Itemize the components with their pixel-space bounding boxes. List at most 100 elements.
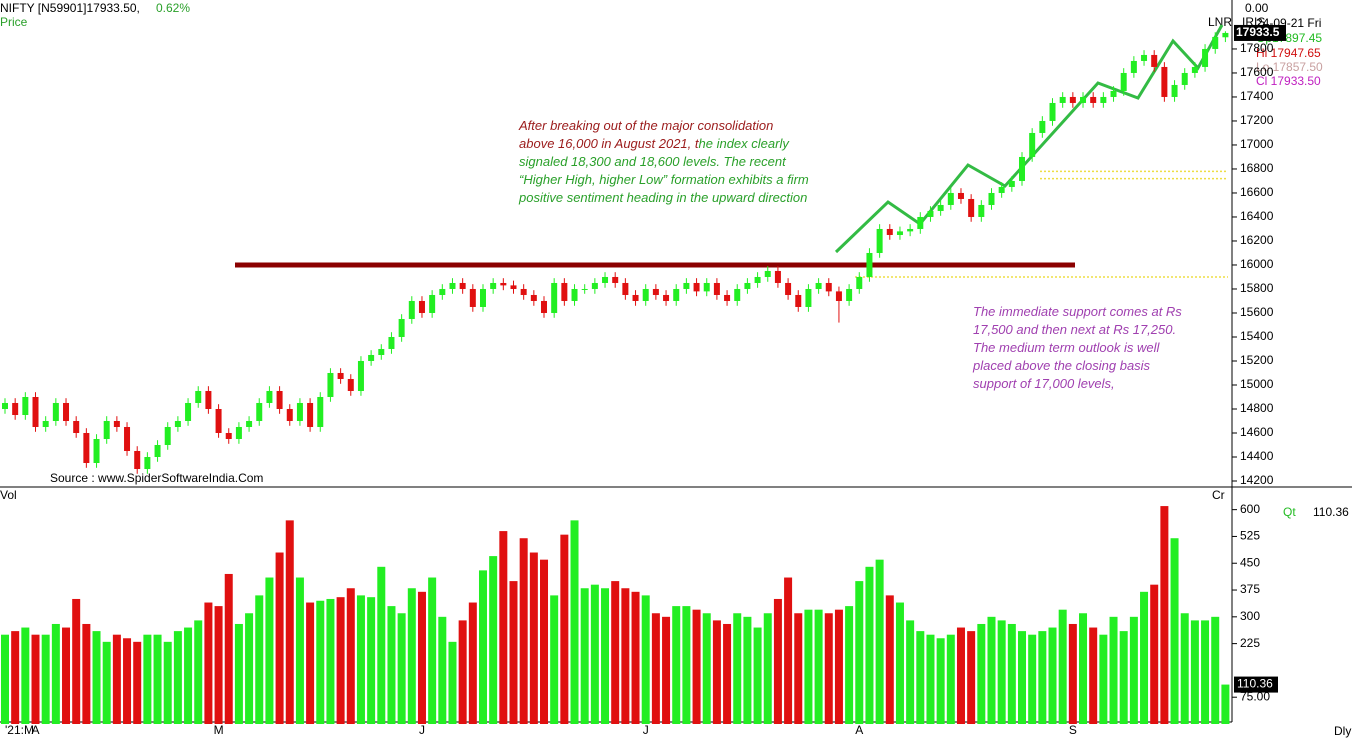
- candle-body: [561, 282, 568, 301]
- volume-bar: [62, 627, 71, 724]
- candle-body: [663, 294, 670, 301]
- volume-bar: [123, 638, 132, 724]
- volume-bar: [1170, 538, 1179, 724]
- volume-bar: [936, 638, 945, 724]
- volume-bar: [631, 591, 640, 724]
- candle-body: [154, 444, 161, 457]
- y-tick-label: 16800: [1240, 161, 1274, 175]
- volume-bar: [306, 602, 315, 724]
- volume-bar: [733, 613, 742, 724]
- candle-body: [63, 402, 70, 421]
- volume-bar: [1180, 613, 1189, 724]
- candle-body: [378, 348, 385, 355]
- volume-bar: [204, 602, 213, 724]
- y-tick-label: 14400: [1240, 449, 1274, 463]
- candle-body: [205, 390, 212, 409]
- volume-bar: [1109, 616, 1118, 724]
- volume-bar: [41, 634, 50, 724]
- candle-body: [256, 402, 263, 421]
- candle-body: [2, 402, 8, 409]
- candle-body: [1141, 54, 1148, 61]
- header-change: 0.62%: [156, 1, 190, 15]
- candle-body: [551, 282, 558, 313]
- annotation: The immediate support comes at Rs: [973, 304, 1182, 319]
- y-tick-label: 14600: [1240, 425, 1274, 439]
- candle-body: [530, 294, 537, 301]
- candle-body: [632, 294, 639, 301]
- candle-body: [988, 192, 995, 205]
- candle-body: [449, 282, 456, 289]
- candle-body: [1090, 96, 1097, 103]
- volume-bar: [21, 627, 30, 724]
- annotation-text: positive sentiment heading in the upward…: [518, 190, 807, 205]
- candle-body: [83, 432, 90, 463]
- volume-bar: [723, 623, 732, 724]
- candle-body: [703, 282, 710, 292]
- candle-body: [103, 420, 110, 439]
- volume-bar: [31, 634, 40, 724]
- volume-bar: [173, 631, 182, 724]
- volume-bar: [794, 613, 803, 724]
- volume-bar: [590, 584, 599, 724]
- candle-body: [927, 210, 934, 217]
- volume-bar: [956, 627, 965, 724]
- y-tick-label: 525: [1240, 529, 1260, 543]
- volume-bar: [834, 609, 843, 724]
- candle-body: [612, 276, 619, 283]
- x-tick-label: S: [1069, 723, 1077, 737]
- volume-bar: [773, 598, 782, 724]
- volume-bar: [1190, 620, 1199, 724]
- candle-body: [785, 282, 792, 295]
- candle-body: [1100, 96, 1107, 103]
- candle-body: [1080, 96, 1087, 103]
- volume-bar: [651, 613, 660, 724]
- qt-label: Qt: [1283, 505, 1296, 519]
- candle-body: [459, 282, 466, 289]
- candle-body: [439, 288, 446, 295]
- annotation-text: above 16,000 in August 2021, t: [519, 136, 700, 151]
- volume-bar: [967, 631, 976, 724]
- volume-bar: [977, 623, 986, 724]
- volume-bar: [895, 602, 904, 724]
- volume-bar: [397, 613, 406, 724]
- volume-bar: [641, 595, 650, 724]
- volume-bar: [906, 620, 915, 724]
- volume-bar: [448, 641, 457, 724]
- candle-body: [500, 282, 507, 286]
- last-volume-label: 110.36: [1237, 677, 1273, 691]
- candle-body: [764, 270, 771, 277]
- candle-body: [724, 294, 731, 301]
- y-tick-label: 225: [1240, 636, 1260, 650]
- volume-bar: [214, 606, 223, 724]
- volume-bar: [102, 641, 111, 724]
- qt-value: 110.36: [1313, 505, 1349, 519]
- volume-bar: [1038, 631, 1047, 724]
- volume-bar: [712, 620, 721, 724]
- volume-bar: [550, 595, 559, 724]
- candle-body: [266, 390, 273, 403]
- volume-bar: [1129, 616, 1138, 724]
- candle-body: [978, 204, 985, 217]
- volume-bar: [346, 588, 355, 724]
- candle-body: [602, 276, 609, 283]
- candle-body: [866, 252, 873, 277]
- volume-bar: [743, 616, 752, 724]
- annotation: The medium term outlook is well: [973, 340, 1161, 355]
- candle-body: [652, 288, 659, 295]
- volume-bar: [916, 631, 925, 724]
- volume-bar: [1058, 609, 1067, 724]
- candle-body: [968, 198, 975, 217]
- x-tick-label: J: [419, 723, 425, 737]
- y-tick-label: 15400: [1240, 329, 1274, 343]
- annotation: above 16,000 in August 2021, the index c…: [519, 136, 790, 151]
- candle-body: [1120, 72, 1127, 91]
- candle-body: [1049, 102, 1056, 121]
- candle-body: [418, 300, 425, 313]
- info-low: Lo 17857.50: [1256, 60, 1323, 74]
- candle-body: [32, 396, 39, 427]
- candle-body: [307, 402, 314, 427]
- candle-body: [296, 402, 303, 421]
- volume-bar: [255, 595, 264, 724]
- candle-body: [317, 396, 324, 427]
- candle-body: [774, 270, 781, 283]
